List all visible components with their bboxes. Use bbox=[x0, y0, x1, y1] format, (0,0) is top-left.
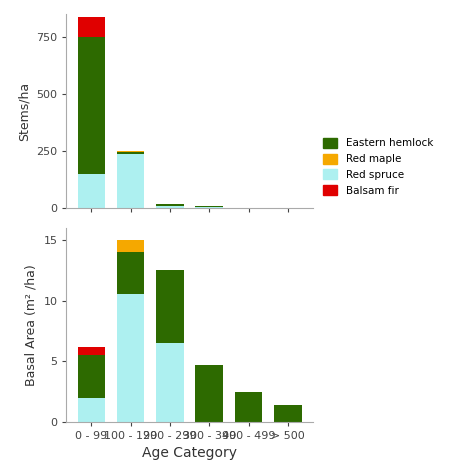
Bar bbox=[195, 206, 223, 207]
Bar bbox=[78, 174, 105, 209]
Y-axis label: Stems/ha: Stems/ha bbox=[18, 82, 31, 141]
X-axis label: Age Category: Age Category bbox=[142, 447, 237, 460]
Bar bbox=[195, 207, 223, 209]
Bar bbox=[78, 17, 105, 37]
Bar bbox=[274, 208, 301, 209]
Bar bbox=[78, 398, 105, 422]
Bar bbox=[156, 343, 184, 422]
Bar bbox=[156, 270, 184, 343]
Bar bbox=[117, 151, 145, 152]
Bar bbox=[235, 208, 262, 209]
Bar bbox=[117, 240, 145, 252]
Legend: Eastern hemlock, Red maple, Red spruce, Balsam fir: Eastern hemlock, Red maple, Red spruce, … bbox=[323, 138, 433, 196]
Bar bbox=[195, 365, 223, 422]
Bar bbox=[274, 405, 301, 422]
Bar bbox=[117, 252, 145, 294]
Bar bbox=[78, 37, 105, 174]
Bar bbox=[156, 204, 184, 206]
Bar bbox=[117, 152, 145, 154]
Bar bbox=[235, 392, 262, 422]
Bar bbox=[117, 294, 145, 422]
Bar bbox=[156, 206, 184, 209]
Bar bbox=[78, 346, 105, 355]
Bar bbox=[78, 355, 105, 398]
Bar bbox=[117, 154, 145, 209]
Y-axis label: Basal Area (m² /ha): Basal Area (m² /ha) bbox=[25, 264, 38, 386]
